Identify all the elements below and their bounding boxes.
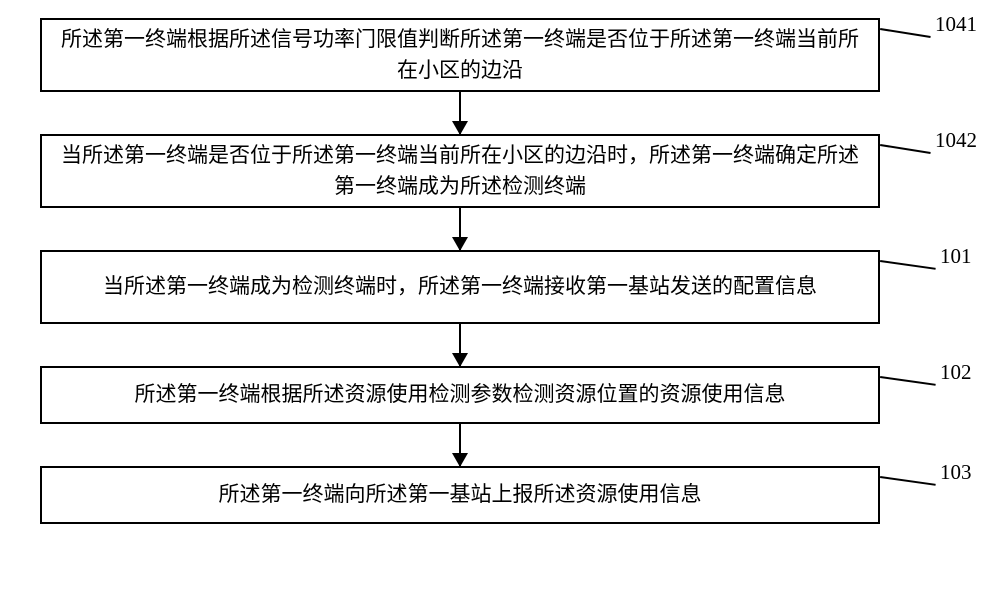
flow-arrow (459, 324, 461, 366)
flow-node-text: 所述第一终端根据所述资源使用检测参数检测资源位置的资源使用信息 (135, 379, 786, 411)
flow-node-label: 1041 (935, 12, 977, 37)
leader-line (880, 476, 936, 486)
flow-node-label: 1042 (935, 128, 977, 153)
flow-arrow (459, 208, 461, 250)
flow-node-1042: 当所述第一终端是否位于所述第一终端当前所在小区的边沿时，所述第一终端确定所述第一… (40, 134, 880, 208)
flow-node-103: 所述第一终端向所述第一基站上报所述资源使用信息 (40, 466, 880, 524)
flow-node-text: 当所述第一终端成为检测终端时，所述第一终端接收第一基站发送的配置信息 (103, 271, 817, 303)
flowchart-canvas: 所述第一终端根据所述信号功率门限值判断所述第一终端是否位于所述第一终端当前所在小… (0, 0, 1000, 605)
flow-node-101: 当所述第一终端成为检测终端时，所述第一终端接收第一基站发送的配置信息 (40, 250, 880, 324)
flow-node-text: 所述第一终端向所述第一基站上报所述资源使用信息 (219, 479, 702, 511)
leader-line (880, 28, 931, 38)
leader-line (880, 376, 936, 386)
flow-arrow (459, 92, 461, 134)
flow-arrow (459, 424, 461, 466)
flow-node-102: 所述第一终端根据所述资源使用检测参数检测资源位置的资源使用信息 (40, 366, 880, 424)
flow-node-text: 当所述第一终端是否位于所述第一终端当前所在小区的边沿时，所述第一终端确定所述第一… (54, 140, 866, 203)
leader-line (880, 144, 931, 154)
flow-node-label: 103 (940, 460, 972, 485)
flow-node-1041: 所述第一终端根据所述信号功率门限值判断所述第一终端是否位于所述第一终端当前所在小… (40, 18, 880, 92)
flow-node-text: 所述第一终端根据所述信号功率门限值判断所述第一终端是否位于所述第一终端当前所在小… (54, 24, 866, 87)
flow-node-label: 102 (940, 360, 972, 385)
flow-node-label: 101 (940, 244, 972, 269)
leader-line (880, 260, 936, 270)
